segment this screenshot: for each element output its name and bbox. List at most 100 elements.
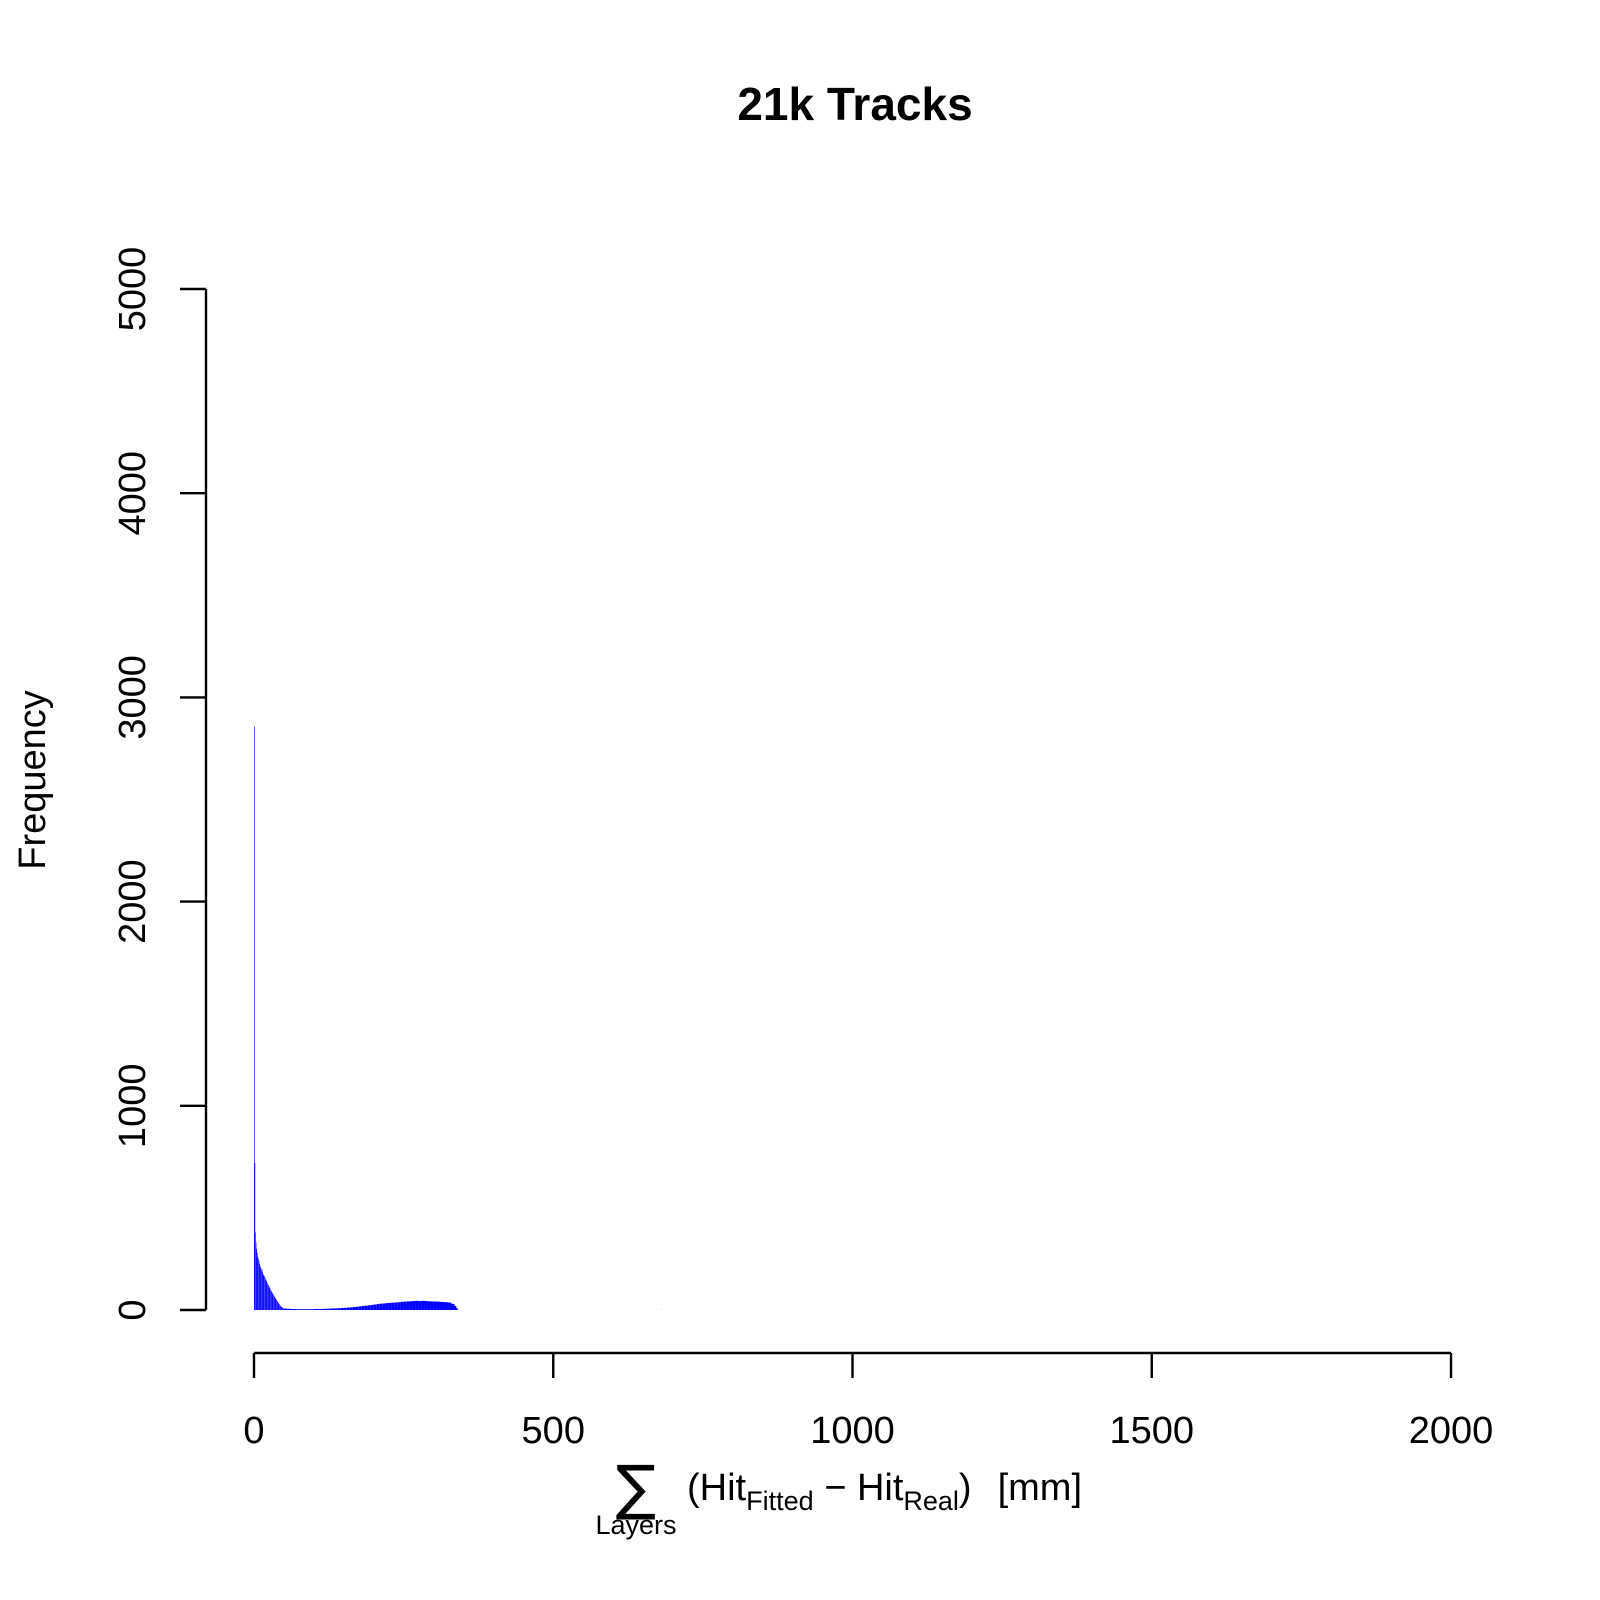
histogram-bar: [266, 1281, 268, 1310]
histogram-bar: [256, 1248, 257, 1310]
histogram-bar: [361, 1305, 365, 1310]
x-label-sum-subscript: Layers: [595, 1510, 676, 1540]
histogram-bar: [439, 1301, 443, 1310]
histogram-bar: [454, 1305, 457, 1310]
histogram-bar: [331, 1308, 335, 1310]
histogram-bar: [397, 1302, 401, 1310]
y-tick-label: 4000: [112, 451, 154, 536]
histogram-bar: [259, 1266, 261, 1310]
histogram-bar: [258, 1260, 260, 1310]
histogram-bar: [313, 1308, 317, 1310]
histogram-bar: [328, 1308, 332, 1310]
histogram-bar: [267, 1283, 268, 1310]
x-label-sum-symbol: ∑: [616, 1453, 656, 1523]
histogram-bar: [264, 1276, 265, 1310]
histogram-bar: [274, 1296, 275, 1310]
histogram-bar: [394, 1302, 398, 1310]
histogram-bar: [262, 1272, 263, 1310]
histogram-bar: [352, 1306, 356, 1310]
histogram-bar: [259, 1264, 260, 1310]
histogram-bar: [254, 725, 255, 1310]
histogram-bar: [298, 1309, 302, 1310]
histogram-bar: [276, 1300, 278, 1310]
y-axis-label: Frequency: [12, 690, 54, 870]
x-tick-label: 1500: [1109, 1410, 1194, 1452]
histogram-bar: [256, 1252, 258, 1310]
histogram-bar: [267, 1284, 269, 1310]
histogram-bar: [388, 1302, 392, 1310]
x-label-fitted-subscript: Fitted: [746, 1486, 814, 1516]
histogram-bar: [295, 1309, 299, 1310]
histogram-bar: [415, 1300, 419, 1310]
histogram-bar: [257, 1256, 259, 1310]
histogram-bar: [316, 1308, 320, 1310]
histogram-bar: [255, 1242, 257, 1310]
x-axis: 0 500 1000 1500 2000: [243, 1351, 1494, 1452]
histogram-bar: [275, 1298, 277, 1310]
histogram-bar: [421, 1300, 425, 1310]
histogram-bar: [268, 1286, 270, 1310]
x-tick-label: 2000: [1409, 1410, 1494, 1452]
x-tick-label: 0: [243, 1410, 264, 1452]
histogram-bar: [261, 1270, 262, 1310]
histogram-bar: [277, 1302, 279, 1310]
histogram-bar: [269, 1287, 271, 1310]
histogram-bar: [373, 1304, 377, 1310]
x-label-close-paren: ): [959, 1467, 972, 1509]
histogram-bar: [258, 1258, 259, 1310]
histogram-bar: [427, 1301, 431, 1310]
y-tick-label: 2000: [112, 859, 154, 944]
y-tick-label: 5000: [112, 247, 154, 332]
histogram-bar: [262, 1274, 264, 1310]
histogram-bar: [282, 1307, 283, 1310]
x-label-unit: [mm]: [998, 1467, 1082, 1509]
y-tick-label: 1000: [112, 1064, 154, 1149]
histogram-bar: [457, 1309, 459, 1310]
x-label-minus: − Hit: [814, 1467, 904, 1509]
histogram-bar: [349, 1307, 353, 1310]
histogram-bar: [382, 1303, 386, 1310]
y-tick-label: 0: [112, 1299, 154, 1320]
histogram-bar: [424, 1301, 428, 1310]
histogram-bar: [273, 1294, 274, 1310]
histogram-bar: [376, 1304, 380, 1310]
histogram-bar: [456, 1307, 458, 1310]
histogram-bar: [358, 1306, 362, 1310]
histogram-bar: [337, 1308, 341, 1310]
histogram-bar: [385, 1303, 389, 1310]
y-axis: 0 1000 2000 3000 4000 5000: [112, 247, 208, 1321]
histogram-bar: [270, 1289, 271, 1310]
histogram-bar: [292, 1308, 296, 1310]
histogram-bar: [280, 1305, 281, 1310]
histogram-bar: [334, 1308, 338, 1310]
histogram-bar: [265, 1279, 266, 1310]
histogram-bar: [279, 1304, 280, 1310]
histogram-bar: [270, 1290, 272, 1310]
histogram-bar: [304, 1309, 308, 1310]
histogram-bar: [310, 1309, 314, 1310]
x-label-expression: (HitFitted − HitReal) [mm]: [687, 1467, 1082, 1516]
histogram-bar: [272, 1293, 274, 1310]
histogram-bar: [265, 1280, 267, 1310]
histogram-bar: [445, 1302, 449, 1310]
histogram-bar: [436, 1301, 440, 1310]
histogram-bar: [448, 1302, 452, 1310]
histogram-bar: [286, 1308, 290, 1310]
histogram-bar: [418, 1301, 422, 1310]
histogram-bar: [301, 1309, 305, 1310]
histogram-bar: [261, 1269, 263, 1310]
histogram-bar: [276, 1299, 277, 1310]
histogram-bar: [271, 1291, 272, 1310]
histogram-bar: [273, 1295, 275, 1310]
histogram-bar: [442, 1302, 446, 1310]
histogram-bar: [274, 1297, 276, 1310]
histogram-bar: [283, 1308, 284, 1310]
histogram-bar: [319, 1308, 323, 1310]
histogram-bar: [280, 1306, 282, 1310]
histogram-bar: [268, 1285, 269, 1310]
x-axis-label: ∑ Layers (HitFitted − HitReal) [mm]: [595, 1453, 1082, 1540]
histogram-bar: [325, 1308, 329, 1310]
histogram-bar: [367, 1305, 371, 1310]
histogram-bar: [355, 1306, 359, 1310]
